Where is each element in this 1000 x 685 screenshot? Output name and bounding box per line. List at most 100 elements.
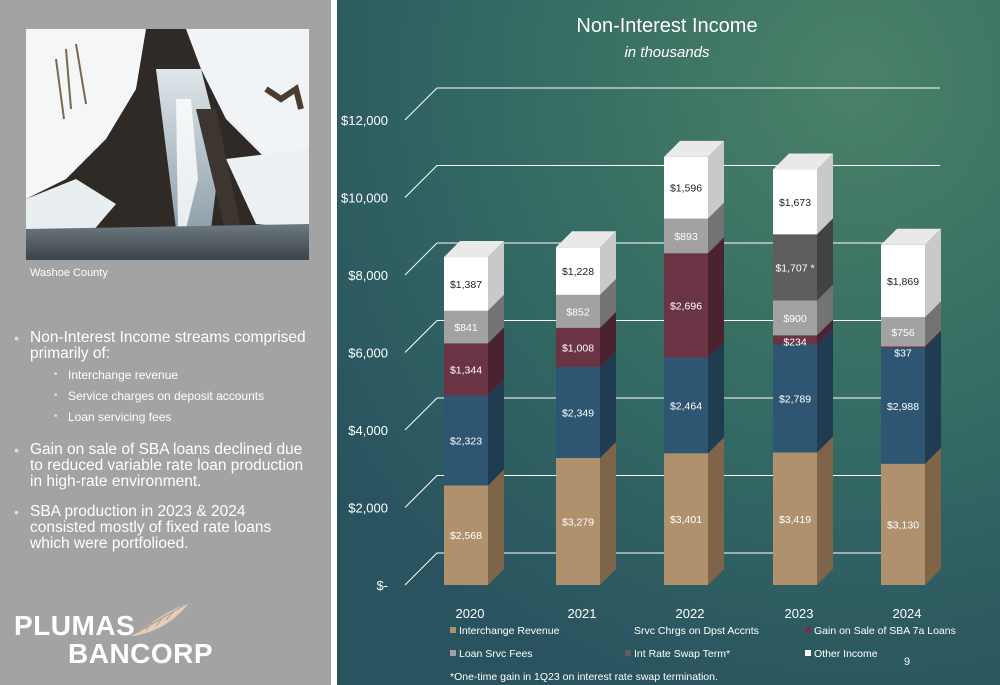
bar-segment [444,395,488,486]
data-label: $3,130 [887,519,919,531]
bar-segment-side [488,379,504,486]
bullet-sba-gain: Gain on sale of SBA loans declined due t… [14,442,314,490]
bar-segment [556,327,600,367]
x-category-label: 2021 [568,606,597,621]
y-tick-label: $6,000 [348,346,388,361]
bar-segment [664,253,708,358]
bar-segment [664,357,708,454]
bar-segment-side [600,441,616,585]
bar-top [773,153,833,170]
bar-segment-side [600,278,616,328]
bar-segment [556,247,600,295]
bar-segment [556,294,600,328]
data-labels: $2,568 $2,323 $1,344 $841 $1,387 $3,279 $2,349… [450,183,919,543]
snowy-waterfall-photo-icon [26,29,309,260]
legend-label: Srvc Chrgs on Dpst Accnts [634,625,759,637]
bar-segment [556,457,600,585]
bar-segment-side [708,140,724,219]
bar-segment-side [817,153,833,235]
data-label: $1,869 [887,276,919,288]
legend-label: Interchange Revenue [459,625,560,637]
legend-label: Int Rate Swap Term* [634,648,730,660]
bars [444,140,941,585]
bar-segment-side [925,228,941,318]
grid-line [404,87,940,121]
grid-line [404,165,940,198]
bar-segment [881,346,925,348]
grid-line [404,320,940,353]
bar-segment [881,244,925,318]
grid-line [404,397,940,431]
data-label: $2,696 [670,300,702,312]
data-label: $37 [894,347,912,359]
feather-icon [129,601,191,637]
data-label: $2,464 [670,400,702,412]
data-label: $852 [566,306,590,318]
data-label: $1,673 [779,197,811,209]
y-tick-label: $8,000 [348,268,388,283]
bar-segment-side [925,330,941,348]
bar-segment [664,453,708,585]
bullet-sba-production: SBA production in 2023 & 2024 consisted … [14,504,314,552]
bar-segment-side [817,218,833,301]
x-category-label: 2023 [785,606,814,621]
bar-segment-side [925,301,941,347]
data-label: $234 [783,336,807,348]
y-tick-label: $4,000 [348,423,388,438]
grid-line [404,552,940,586]
bullet-income-streams: Non-Interest Income streams comprised pr… [14,329,314,425]
x-axis-categories: 2020 2021 2022 2023 2024 [456,606,922,621]
data-label: $3,279 [562,516,594,528]
bullet-income-streams-text: Non-Interest Income streams comprised pr… [30,329,306,362]
bar-segment-side [708,237,724,358]
bar-segment [444,485,488,585]
data-label: $893 [674,231,698,243]
bar-segment [773,300,817,336]
bar-segment-side [488,241,504,311]
sub-item-loan-servicing: Loan servicing fees [30,410,314,424]
data-label: $2,568 [450,530,482,542]
data-label: $2,988 [887,401,919,413]
bar-segment [444,343,488,396]
bar-segment-side [600,311,616,367]
bar-segment [556,366,600,458]
legend-label: Loan Srvc Fees [459,648,533,660]
chart-title: Non-Interest Income [576,15,757,37]
legend-swatch [805,650,811,656]
bar-segment [881,347,925,464]
bar-segment [773,452,817,585]
data-label: $2,323 [450,435,482,447]
bar-segment-side [817,436,833,585]
data-label: $1,344 [450,364,482,376]
bar-segment [444,310,488,344]
bar-segment [773,169,817,235]
logo-word-plumas: PLUMAS [14,610,136,641]
data-label: $2,349 [562,407,594,419]
y-axis-ticks: $- $2,000 $4,000 $6,000 $8,000 $10,000 $12,000 [341,113,388,593]
x-category-label: 2024 [893,606,922,621]
bar-top [444,241,504,258]
photo-caption: Washoe County [30,267,108,279]
bar-segment [881,317,925,347]
bar-segment-side [488,294,504,344]
legend-swatch [805,627,811,633]
bar-segment-side [817,328,833,453]
data-label: $841 [454,322,478,334]
bar-segment [664,218,708,254]
legend-swatch [450,650,456,656]
page-number: 9 [904,656,911,668]
bar-segment-side [708,202,724,254]
x-category-label: 2020 [456,606,485,621]
panel-divider [331,0,337,685]
data-label: $3,401 [670,514,702,526]
bar-segment-side [600,231,616,295]
left-panel: Washoe County Non-Interest Income stream… [0,0,331,685]
data-label: $900 [783,313,807,325]
legend-label: Other Income [814,648,878,660]
income-streams-sublist: Interchange revenue Service charges on d… [30,368,314,424]
bar-top [556,231,616,248]
bar-segment-side [488,469,504,585]
bar-segment [773,335,817,345]
bullet-list: Non-Interest Income streams comprised pr… [14,330,314,562]
y-tick-label: $2,000 [348,501,388,516]
